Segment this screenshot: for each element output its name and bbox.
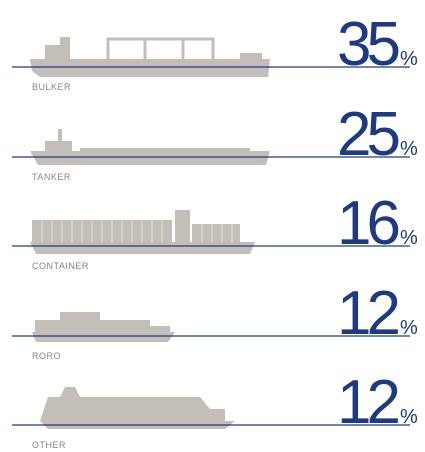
category-label: OTHER <box>32 440 66 450</box>
percent-unit: % <box>400 317 418 339</box>
percent-value: 25 <box>337 100 398 169</box>
bulker-ship <box>30 37 270 77</box>
percent-unit: % <box>400 406 418 428</box>
percent-value: 35 <box>337 10 398 79</box>
percent-unit: % <box>400 227 418 249</box>
other-ship <box>40 387 235 429</box>
tanker-ship <box>30 129 270 165</box>
percent-unit: % <box>400 138 418 160</box>
category-label: CONTAINER <box>32 261 89 271</box>
container-ship <box>30 210 255 254</box>
category-label: RORO <box>32 351 61 361</box>
category-label: BULKER <box>32 82 71 92</box>
percent-value: 12 <box>337 279 398 348</box>
infographic: BULKER 35% TANKER 25% CONTAINER 16% RORO 12% OTH… <box>0 0 425 452</box>
percent-unit: % <box>400 48 418 70</box>
roro-ship <box>32 312 175 342</box>
category-label: TANKER <box>32 172 71 182</box>
percent-value: 12 <box>337 368 398 437</box>
percent-value: 16 <box>337 189 398 258</box>
